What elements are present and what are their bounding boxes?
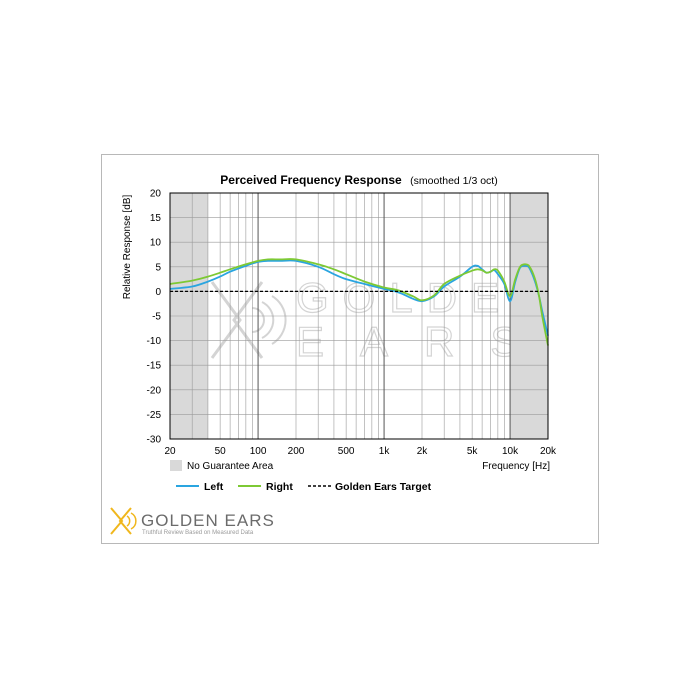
y-tick-label: -25 [147, 410, 162, 421]
legend-series: Left Right Golden Ears Target [176, 481, 432, 493]
y-tick-labels: 20 15 10 5 0 -5 -10 -15 -20 -25 -30 [147, 189, 162, 446]
legend-no-guarantee: No Guarantee Area [170, 460, 274, 472]
chart-title-line: Perceived Frequency Response (smoothed 1… [220, 171, 497, 188]
x-axis-label: Frequency [Hz] [482, 461, 550, 472]
legend-left-label: Left [204, 481, 224, 493]
y-tick-label: 0 [155, 287, 161, 298]
y-tick-label: -15 [147, 361, 162, 372]
y-tick-label: -10 [147, 336, 162, 347]
y-tick-label: 5 [155, 262, 161, 273]
brand-tagline: Truthful Review Based on Measured Data [142, 530, 254, 536]
x-tick-label: 1k [379, 446, 391, 457]
watermark-line2: EARS [296, 318, 554, 365]
x-tick-label: 2k [417, 446, 429, 457]
x-tick-label: 100 [250, 446, 267, 457]
grid [169, 192, 549, 440]
y-tick-label: 15 [150, 213, 162, 224]
x-tick-label: 200 [288, 446, 305, 457]
y-tick-label: 10 [150, 238, 162, 249]
chart-title: Perceived Frequency Response [220, 173, 402, 187]
y-tick-label: -20 [147, 385, 162, 396]
series-line-right [169, 258, 549, 346]
branding: GOLDEN EARS Truthful Review Based on Mea… [110, 507, 275, 536]
x-tick-label: 20 [164, 446, 176, 457]
golden-ears-logo-icon [110, 507, 137, 535]
y-axis-label: Relative Response [dB] [122, 195, 133, 300]
plot-border [169, 192, 549, 440]
legend-right-label: Right [266, 481, 293, 493]
x-tick-label: 5k [467, 446, 479, 457]
y-tick-label: -5 [152, 312, 161, 323]
x-tick-label: 500 [338, 446, 355, 457]
x-tick-label: 50 [215, 446, 227, 457]
watermark-logo-icon [210, 281, 287, 359]
y-tick-label: 20 [150, 189, 162, 200]
series-line-left [169, 259, 549, 336]
x-tick-label: 10k [502, 446, 519, 457]
x-tick-label: 20k [540, 446, 557, 457]
watermark: GOLDEN EARS [210, 273, 554, 366]
chart-subtitle: (smoothed 1/3 oct) [410, 175, 498, 187]
brand-name: GOLDEN EARS [141, 511, 275, 530]
legend-target-label: Golden Ears Target [335, 481, 432, 493]
y-tick-label: -30 [147, 435, 162, 446]
x-tick-labels: 20 50 100 200 500 1k 2k 5k 10k 20k [164, 446, 557, 457]
series-lines [169, 258, 549, 346]
legend-no-guarantee-label: No Guarantee Area [187, 461, 274, 472]
legend-swatch-no-guarantee [170, 460, 182, 471]
